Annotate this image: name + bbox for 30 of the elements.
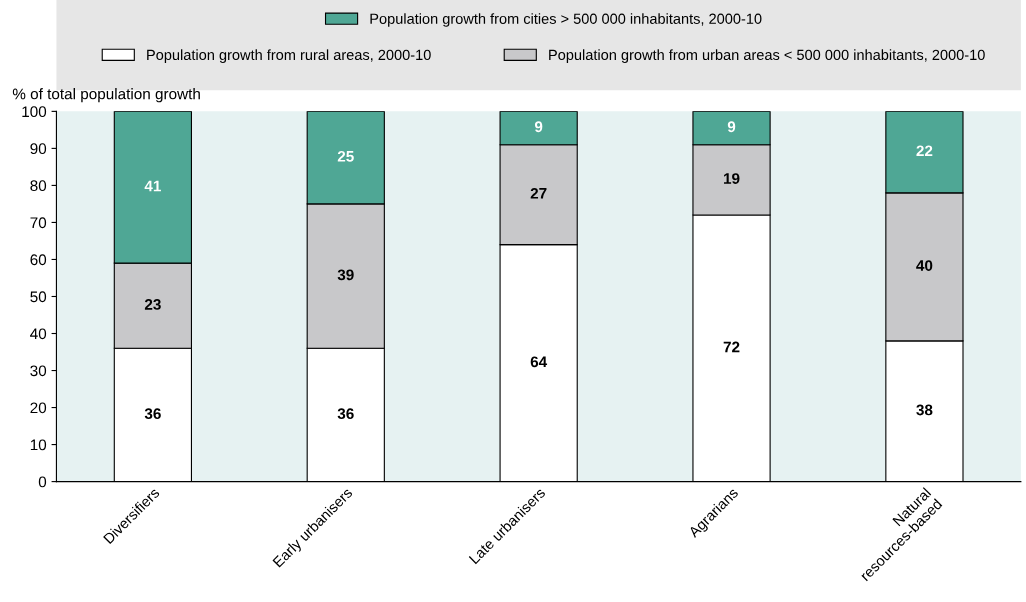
data-label: 22 xyxy=(916,145,933,157)
y-tick-label: 40 xyxy=(30,328,47,340)
y-tick-label: 100 xyxy=(22,106,47,118)
data-label: 36 xyxy=(144,408,161,420)
legend-label: Population growth from cities > 500 000 inhabitants, 2000-10 xyxy=(370,13,762,27)
y-tick-label: 30 xyxy=(30,365,47,377)
data-label: 41 xyxy=(144,180,161,192)
y-tick-label: 70 xyxy=(30,217,47,229)
data-label: 9 xyxy=(727,121,736,133)
y-axis-title: % of total population growth xyxy=(12,88,200,103)
data-label: 23 xyxy=(144,299,161,310)
data-label: 72 xyxy=(723,341,740,353)
data-label: 64 xyxy=(530,356,548,368)
y-tick-label: 80 xyxy=(30,180,47,192)
data-label: 9 xyxy=(534,121,543,133)
data-label: 25 xyxy=(337,150,354,162)
y-tick-label: 0 xyxy=(38,476,47,488)
data-label: 39 xyxy=(337,269,354,281)
legend-label: Population growth from urban areas < 500 000 inhabitants, 2000-10 xyxy=(549,49,985,63)
data-label: 19 xyxy=(724,173,740,184)
y-tick-label: 60 xyxy=(30,254,47,266)
y-tick-label: 10 xyxy=(30,439,47,451)
y-tick-label: 20 xyxy=(30,402,47,414)
data-label: 40 xyxy=(916,260,933,271)
data-label: 38 xyxy=(916,404,933,416)
data-label: 27 xyxy=(530,187,547,199)
y-tick-label: 50 xyxy=(30,291,47,303)
y-tick-label: 90 xyxy=(30,143,47,155)
data-label: 36 xyxy=(337,408,354,420)
legend-label: Population growth from rural areas, 2000-10 xyxy=(147,49,431,63)
